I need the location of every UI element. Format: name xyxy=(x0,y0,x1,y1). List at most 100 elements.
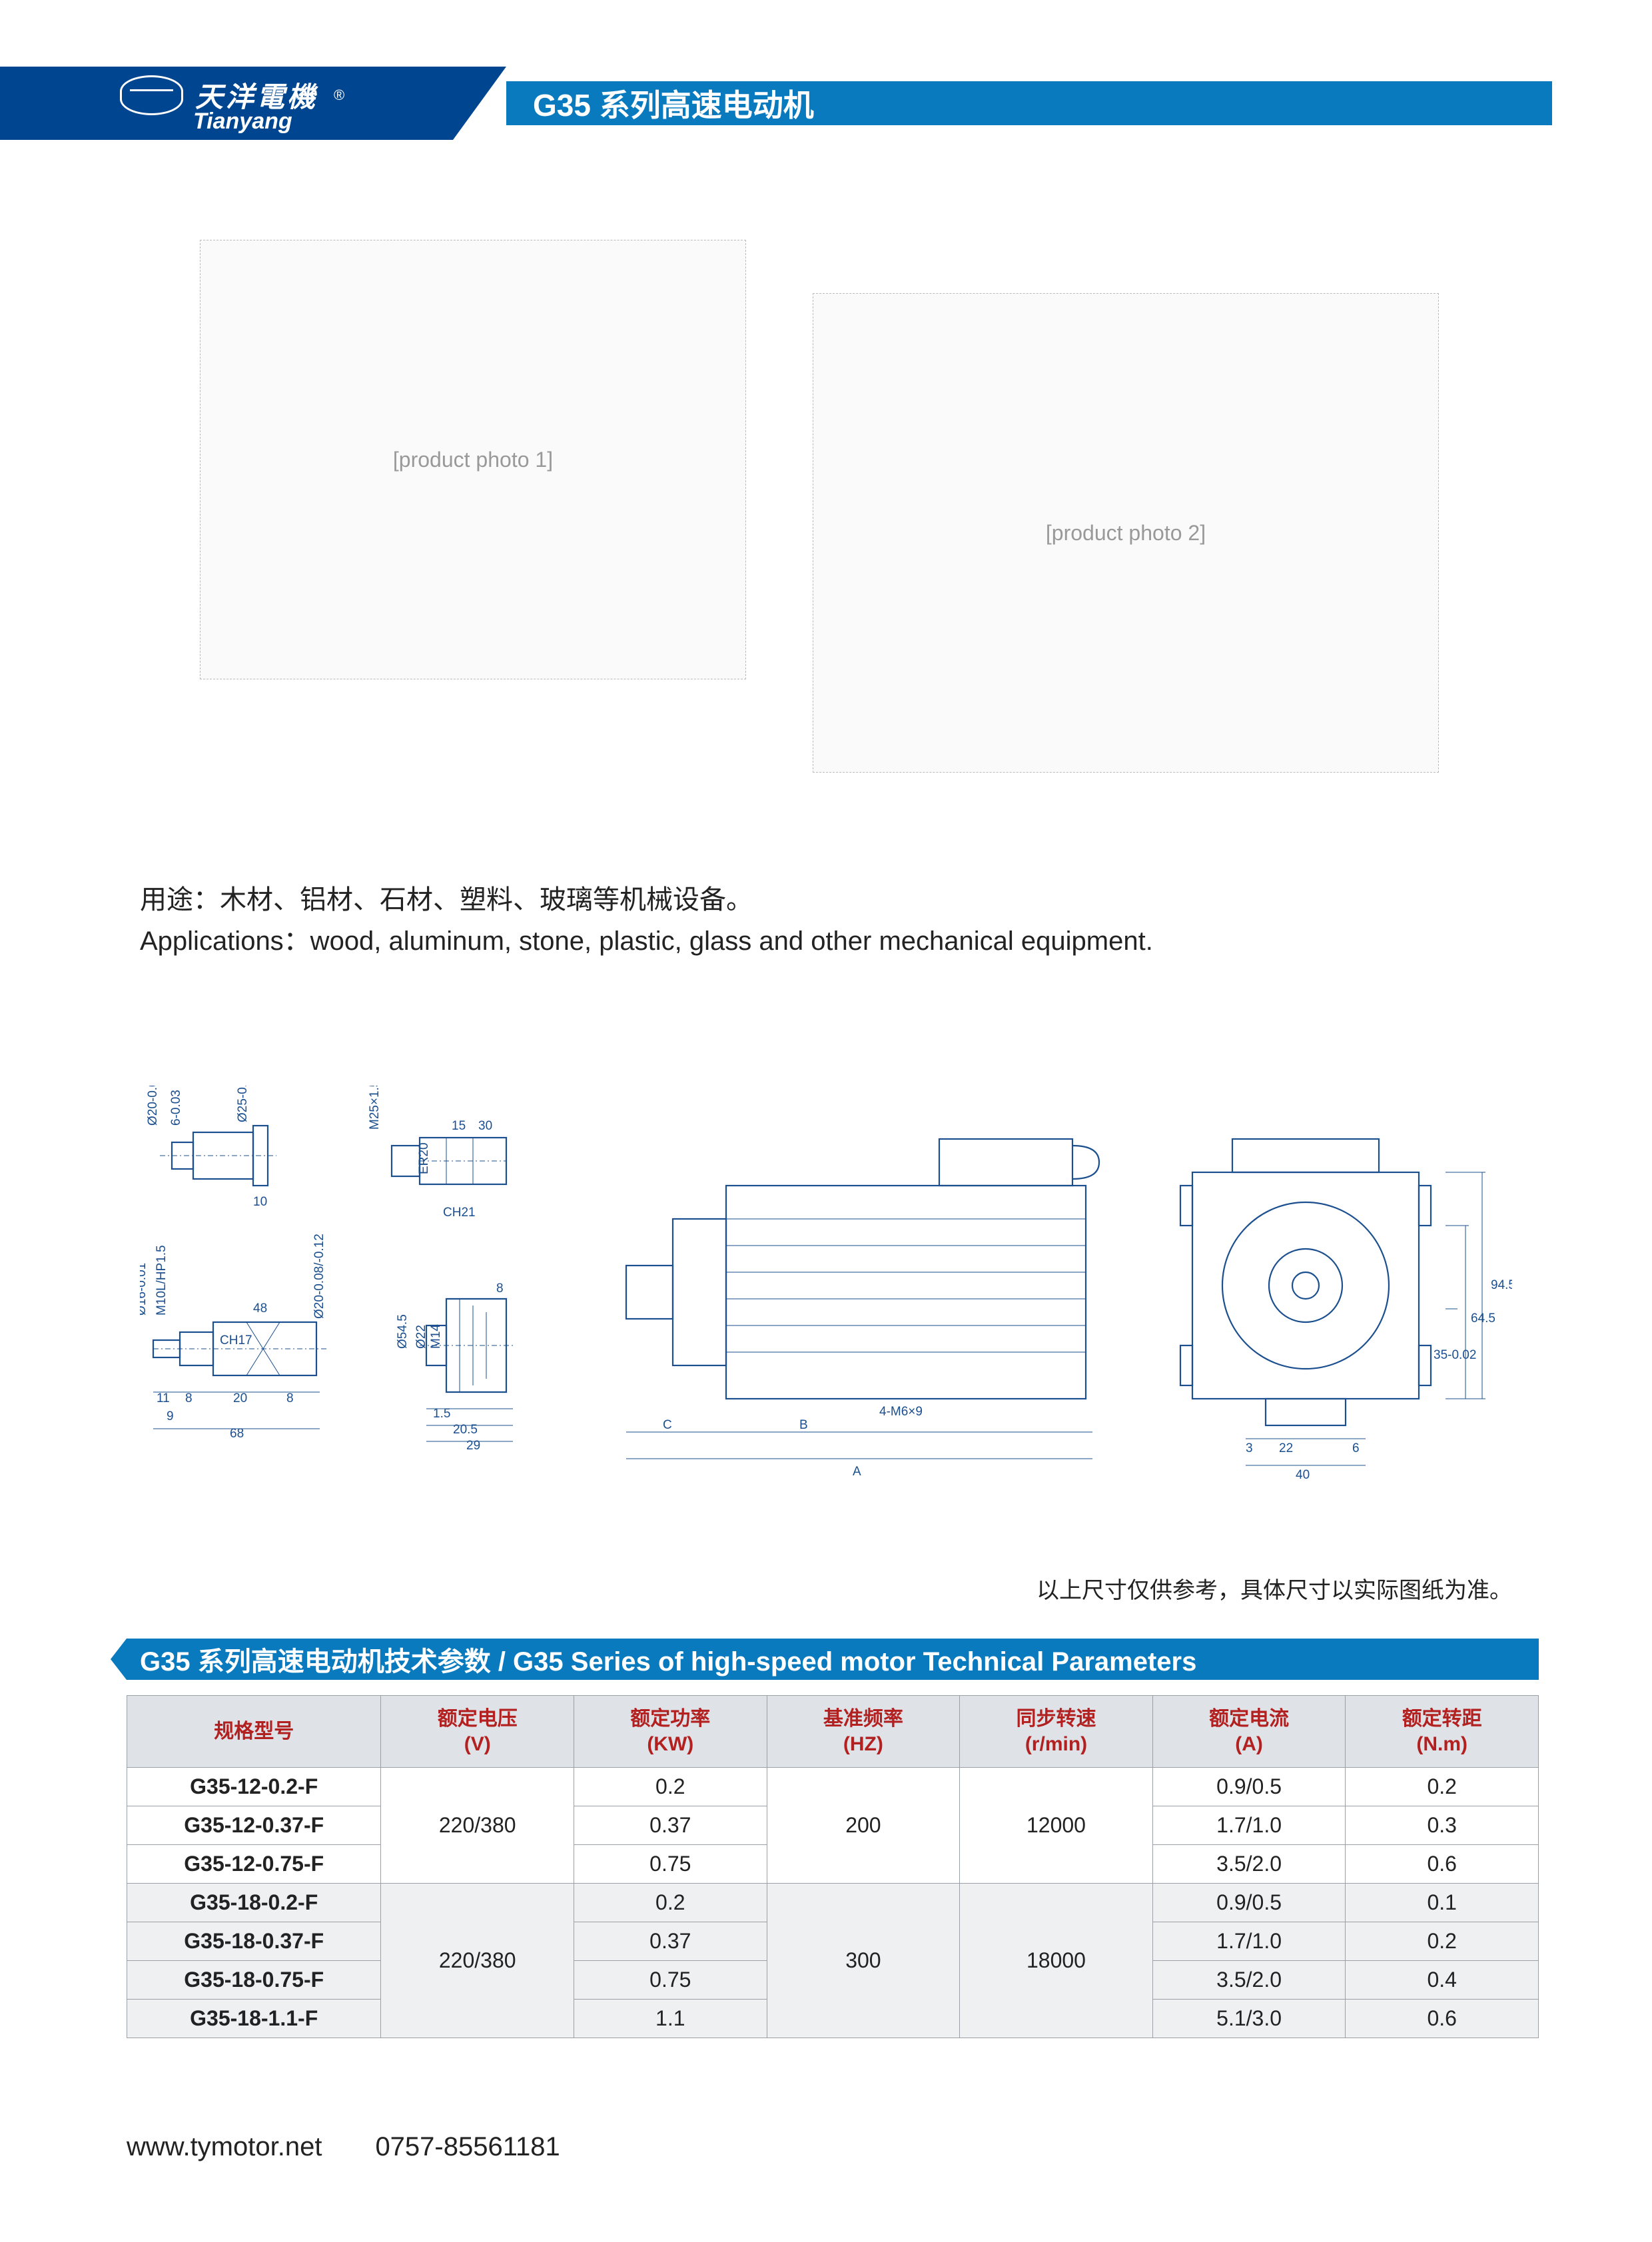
dim-f4: CH17 xyxy=(220,1333,252,1347)
cell-model: G35-18-1.1-F xyxy=(127,2000,381,2038)
cell-model: G35-12-0.75-F xyxy=(127,1845,381,1884)
header-slant xyxy=(453,67,506,140)
drawing-left-group: Ø20-0.007/-0.013 6-0.03 Ø25-0.15/-0.20 1… xyxy=(140,1086,586,1539)
dim-B: B xyxy=(799,1418,808,1432)
brand-logo: 天洋電機 ® Tianyang xyxy=(120,75,344,131)
table-body: G35-12-0.2-F220/3800.2200120000.9/0.50.2… xyxy=(127,1768,1539,2038)
dim-d1: Ø20-0.007/-0.013 xyxy=(146,1086,160,1126)
cell-model: G35-12-0.37-F xyxy=(127,1806,381,1845)
dim-d4: 10 xyxy=(253,1195,267,1209)
parameter-table: 规格型号额定电压(V)额定功率(KW)基准频率(HZ)同步转速(r/min)额定… xyxy=(127,1695,1539,2038)
brand-en: Tianyang xyxy=(193,109,344,135)
cell-nm: 0.2 xyxy=(1346,1922,1539,1961)
dim-r4: 3 xyxy=(1246,1441,1253,1455)
dim-e4: ER20 xyxy=(417,1142,431,1174)
photo-1-label: [product photo 1] xyxy=(393,448,553,472)
cell-kw: 0.75 xyxy=(574,1845,767,1884)
dim-f2: M10L/HP1.5 xyxy=(155,1245,169,1315)
cell-kw: 0.37 xyxy=(574,1806,767,1845)
cell-kw: 0.75 xyxy=(574,1961,767,2000)
product-photo-1: [product photo 1] xyxy=(200,240,746,679)
photo-2-label: [product photo 2] xyxy=(1046,521,1206,546)
dim-holes: 4-M6×9 xyxy=(879,1405,923,1419)
footer-url: www.tymotor.net xyxy=(127,2132,322,2162)
dim-r5: 22 xyxy=(1279,1441,1293,1455)
table-row: G35-18-0.2-F220/3800.2300180000.9/0.50.1 xyxy=(127,1884,1539,1922)
cell-nm: 0.6 xyxy=(1346,2000,1539,2038)
cell-voltage: 220/380 xyxy=(381,1884,574,2038)
dim-e2: 30 xyxy=(478,1119,492,1133)
dim-r6: 6 xyxy=(1352,1441,1360,1455)
dim-g1: 8 xyxy=(496,1282,504,1296)
cell-hz: 300 xyxy=(767,1884,960,2038)
cell-nm: 0.6 xyxy=(1346,1845,1539,1884)
cell-voltage: 220/380 xyxy=(381,1768,574,1884)
dimension-note: 以上尺寸仅供参考，具体尺寸以实际图纸为准。 xyxy=(1036,1572,1512,1605)
dim-e1: M25×1.5 xyxy=(368,1086,382,1130)
dim-f10: 9 xyxy=(167,1409,174,1423)
table-header-cell: 额定电压(V) xyxy=(381,1696,574,1768)
cell-kw: 0.37 xyxy=(574,1922,767,1961)
dim-e5: CH21 xyxy=(443,1206,476,1220)
cell-nm: 0.3 xyxy=(1346,1806,1539,1845)
cell-amp: 3.5/2.0 xyxy=(1152,1961,1346,2000)
dim-f7: 8 xyxy=(185,1391,193,1405)
table-header-cell: 基准频率(HZ) xyxy=(767,1696,960,1768)
table-header-cell: 额定电流(A) xyxy=(1152,1696,1346,1768)
dim-g7: 29 xyxy=(466,1439,480,1453)
table-header-cell: 额定功率(KW) xyxy=(574,1696,767,1768)
applications-cn: 用途：木材、铝材、石材、塑料、玻璃等机械设备。 xyxy=(140,879,1472,921)
cell-amp: 1.7/1.0 xyxy=(1152,1806,1346,1845)
cell-amp: 0.9/0.5 xyxy=(1152,1884,1346,1922)
applications-block: 用途：木材、铝材、石材、塑料、玻璃等机械设备。 Applications：woo… xyxy=(140,879,1472,962)
technical-drawings: Ø20-0.007/-0.013 6-0.03 Ø25-0.15/-0.20 1… xyxy=(140,1086,1519,1552)
logo-mark-icon xyxy=(120,75,183,115)
table-header-cell: 额定转距(N.m) xyxy=(1346,1696,1539,1768)
dim-r1: 94.5 xyxy=(1491,1278,1512,1292)
dim-r2: 64.5 xyxy=(1471,1311,1495,1325)
dim-C: C xyxy=(663,1418,672,1432)
table-row: G35-12-0.2-F220/3800.2200120000.9/0.50.2 xyxy=(127,1768,1539,1806)
cell-nm: 0.2 xyxy=(1346,1768,1539,1806)
dim-g3: Ø22 xyxy=(414,1325,428,1349)
table-header-cell: 同步转速(r/min) xyxy=(960,1696,1153,1768)
dim-f3: 48 xyxy=(253,1302,267,1315)
dim-f5: Ø20-0.08/-0.12 xyxy=(312,1234,326,1319)
dim-g2: Ø54.5 xyxy=(396,1314,410,1349)
cell-amp: 0.9/0.5 xyxy=(1152,1768,1346,1806)
header-title: G35 系列高速电动机 xyxy=(533,81,814,125)
dim-f9: 8 xyxy=(286,1391,294,1405)
product-photo-2: [product photo 2] xyxy=(813,293,1439,773)
cell-amp: 1.7/1.0 xyxy=(1152,1922,1346,1961)
page-footer: www.tymotor.net 0757-85561181 xyxy=(127,2132,560,2162)
cell-amp: 5.1/3.0 xyxy=(1152,2000,1346,2038)
cell-model: G35-18-0.2-F xyxy=(127,1884,381,1922)
cell-hz: 200 xyxy=(767,1768,960,1884)
cell-amp: 3.5/2.0 xyxy=(1152,1845,1346,1884)
brand-reg: ® xyxy=(334,87,344,104)
cell-model: G35-12-0.2-F xyxy=(127,1768,381,1806)
cell-rpm: 18000 xyxy=(960,1884,1153,2038)
cell-kw: 0.2 xyxy=(574,1884,767,1922)
cell-nm: 0.1 xyxy=(1346,1884,1539,1922)
header-right-bar: G35 系列高速电动机 xyxy=(506,81,1552,125)
cell-kw: 0.2 xyxy=(574,1768,767,1806)
dim-g4: M14 xyxy=(429,1324,443,1349)
dim-A: A xyxy=(853,1465,861,1479)
dim-d3: Ø25-0.15/-0.20 xyxy=(236,1086,250,1122)
page-header: G35 系列高速电动机 天洋電機 ® Tianyang xyxy=(0,67,1652,140)
dim-d2: 6-0.03 xyxy=(169,1090,183,1126)
cell-model: G35-18-0.75-F xyxy=(127,1961,381,2000)
dim-r3: 35-0.02 xyxy=(1434,1348,1476,1362)
table-header-cell: 规格型号 xyxy=(127,1696,381,1768)
cell-nm: 0.4 xyxy=(1346,1961,1539,2000)
drawing-right-group: C B 4-M6×9 A 94.5 xyxy=(620,1106,1512,1519)
dim-e3: 15 xyxy=(452,1119,466,1133)
dim-g6: 20.5 xyxy=(453,1423,478,1437)
section-title-bar: G35 系列高速电动机技术参数 / G35 Series of high-spe… xyxy=(127,1639,1539,1680)
product-photos: [product photo 1] [product photo 2] xyxy=(173,213,1439,813)
dim-f6: 11 xyxy=(157,1391,170,1405)
cell-kw: 1.1 xyxy=(574,2000,767,2038)
dim-f8: 20 xyxy=(233,1391,247,1405)
dim-f1: Ø16-0.01 xyxy=(140,1263,149,1315)
